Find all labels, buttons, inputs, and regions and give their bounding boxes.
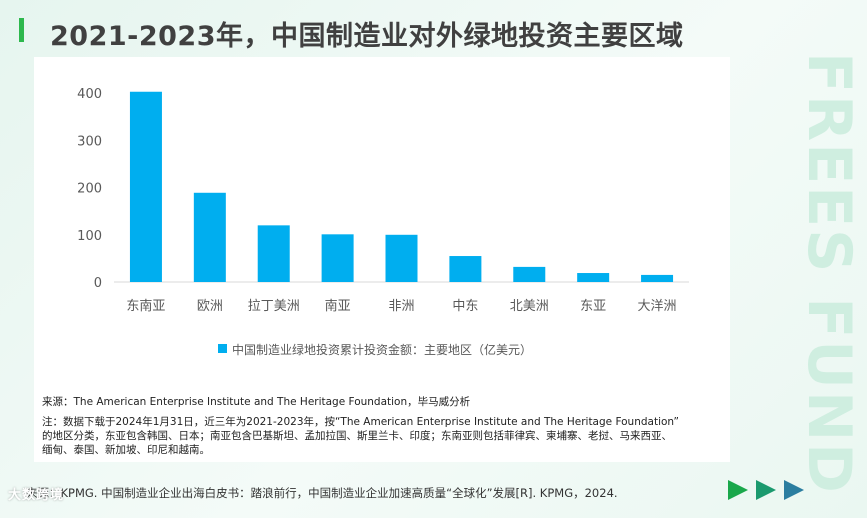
bar-6 <box>449 256 482 282</box>
brand-logo: 大数跨境 <box>8 488 65 503</box>
bar-9 <box>641 274 674 282</box>
arrow-right-icon-1 <box>728 480 748 500</box>
bar-8 <box>577 273 610 282</box>
bar-1 <box>129 91 162 282</box>
chart-note: 注：数据下载于2024年1月31日，近三年为2021-2023年，按“The A… <box>42 415 728 457</box>
footer-source: 来源：KPMG. 中国制造业企业出海白皮书：踏浪前行，中国制造业企业加速高质量“… <box>26 486 618 500</box>
arrow-right-icon-3 <box>784 480 804 500</box>
x-tick-label: 非洲 <box>388 299 414 314</box>
y-tick-label: 0 <box>94 276 102 291</box>
nav-arrows <box>728 480 804 500</box>
chart-panel: 0 100 200 300 400 东南亚 欧洲 拉丁美洲 南亚 非洲 中东 北美洲 东亚 大洋洲中国制造… <box>34 57 730 462</box>
title-accent-bar <box>19 18 24 42</box>
y-tick-label: 400 <box>77 87 102 102</box>
legend-swatch <box>218 344 227 353</box>
arrow-right-icon-2 <box>756 480 776 500</box>
bar-4 <box>321 234 354 282</box>
y-tick-label: 200 <box>77 182 102 197</box>
bar-2 <box>193 192 226 282</box>
note-line-1: 注：数据下载于2024年1月31日，近三年为2021-2023年，按“The A… <box>42 416 679 428</box>
page-title: 2021-2023年，中国制造业对外绿地投资主要区域 <box>50 21 684 52</box>
x-tick-label: 拉丁美洲 <box>248 299 300 314</box>
y-tick-label: 300 <box>77 134 102 149</box>
x-tick-label: 欧洲 <box>197 299 223 314</box>
watermark-text: FREES FUND <box>794 52 864 495</box>
bar-chart: 0 100 200 300 400 东南亚 欧洲 拉丁美洲 南亚 非洲 中东 北美洲 东亚 大洋洲中国制造… <box>77 87 689 357</box>
note-line-2: 的地区分类，东亚包含韩国、日本；南亚包含巴基斯坦、孟加拉国、斯里兰卡、印度；东南… <box>42 430 672 442</box>
bar-3 <box>257 225 290 282</box>
note-line-3: 缅甸、泰国、新加坡、印尼和越南。 <box>42 444 210 456</box>
x-tick-label: 中东 <box>452 299 478 314</box>
x-tick-label: 东亚 <box>580 299 606 314</box>
bar-7 <box>513 266 546 282</box>
x-tick-label: 大洋洲 <box>638 299 677 314</box>
chart-source: 来源：The American Enterprise Institute and… <box>42 396 471 408</box>
x-tick-label: 东南亚 <box>126 298 165 314</box>
legend-label: 中国制造业绿地投资累计投资金额：主要地区（亿美元） <box>232 342 532 357</box>
bar-5 <box>385 234 418 282</box>
y-tick-label: 100 <box>77 229 102 244</box>
x-tick-label: 北美洲 <box>510 299 549 314</box>
x-tick-label: 南亚 <box>325 298 351 314</box>
